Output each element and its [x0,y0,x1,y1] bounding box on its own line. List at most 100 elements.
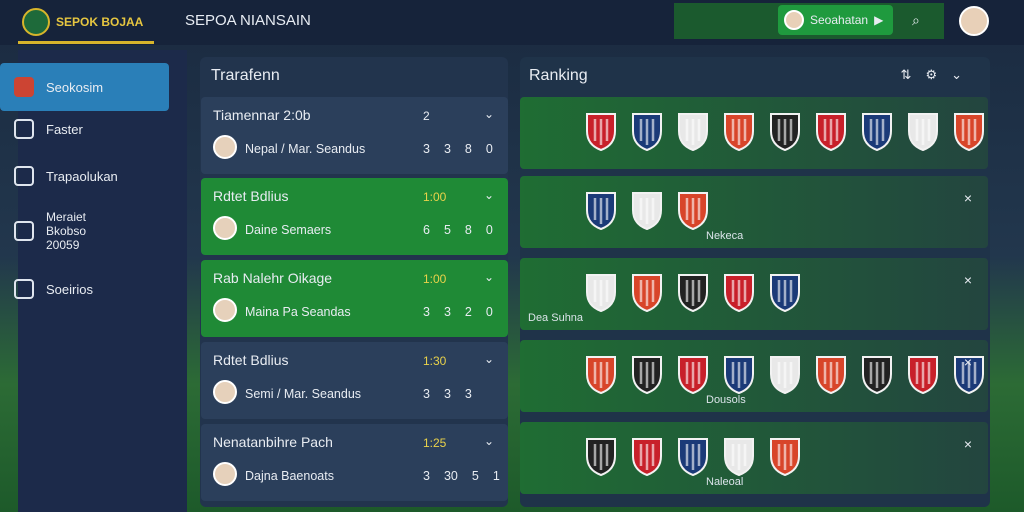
team-crest[interactable] [906,111,940,151]
match-time: 1:30 [423,354,447,368]
team-crest[interactable] [584,354,618,394]
score: 0 [485,223,493,237]
team-crest[interactable] [676,436,710,476]
team-crest[interactable] [952,354,986,394]
team-crest[interactable] [676,190,710,230]
sidebar-icon [14,279,34,299]
match-card[interactable]: Tiamennar 2:0b 2 ⌄ Nepal / Mar. Seandus 3 3 8 0 [201,97,508,174]
team-crest[interactable] [722,272,756,312]
profile-avatar[interactable] [959,6,989,36]
team-crest[interactable] [722,436,756,476]
match-title: Rdtet Bdlius [213,188,289,204]
team-crest[interactable] [768,272,802,312]
team-crest[interactable] [814,111,848,151]
team-crest[interactable] [630,436,664,476]
team-crest[interactable] [676,272,710,312]
expand-icon: ⌄ [483,107,494,121]
team-crest[interactable] [630,354,664,394]
sidebar-icon [14,166,34,186]
match-title: Nenatanbihre Pach [213,434,333,450]
team-crest[interactable] [722,111,756,151]
team-crest[interactable] [768,111,802,151]
button-text: Seoahatan [810,13,869,27]
score: 3 [464,387,472,401]
logo[interactable]: SEPOK BOJAA [18,2,154,44]
player-name: Daine Semaers [245,223,332,237]
player-name: Nepal / Mar. Seandus [245,142,366,156]
player-avatar [213,462,237,486]
team-crest[interactable] [814,354,848,394]
close-icon: × [963,354,972,370]
team-crest[interactable] [860,111,894,151]
sidebar-label: Trapaolukan [46,168,118,184]
sidebar-label: Seokosim [46,79,104,95]
team-crest[interactable] [584,272,618,312]
team-crest[interactable] [676,354,710,394]
team-crest[interactable] [630,111,664,151]
team-crest[interactable] [952,111,986,151]
search-icon[interactable]: ⌕ [912,12,920,28]
match-card[interactable]: Rdtet Bdlius 1:00 ⌄ Daine Semaers 6 5 8 0 [201,178,508,255]
expand-icon: ⌄ [483,434,494,448]
row-label: Nekeca [706,230,744,242]
score: 30 [443,469,458,483]
row-label: Dousols [706,394,746,406]
sidebar-item[interactable]: Trapaolukan [0,160,169,192]
sidebar-label: Soeirios [46,281,93,297]
match-time: 1:25 [423,436,447,450]
match-card[interactable]: Nenatanbihre Pach 1:25 ⌄ Dajna Baenoats 3 30 5… [201,424,508,501]
score: 5 [443,223,451,237]
score: 8 [464,223,472,237]
sidebar-icon [14,119,34,139]
logo-icon [22,7,50,36]
sidebar [18,50,187,512]
team-crest[interactable] [722,354,756,394]
avatar [784,10,804,30]
score: 5 [471,469,479,483]
player-name: Maina Pa Seandas [245,305,351,319]
team-crest[interactable] [768,436,802,476]
team-crest[interactable] [630,190,664,230]
panel-title: Ranking [529,67,588,84]
close-icon: × [963,272,972,288]
panel-controls[interactable]: ⇅⚙⌄ [900,67,976,82]
team-crest[interactable] [584,436,618,476]
ranking-row: × Dousols [520,340,988,412]
team-crest[interactable] [906,354,940,394]
ranking-row: × Naleoal [520,422,988,494]
ranking-row: × Nekeca [520,176,988,248]
team-crest[interactable] [768,354,802,394]
team-crest[interactable] [676,111,710,151]
sidebar-item[interactable]: Meraiet Bkobso 20059 [0,203,169,259]
team-crest[interactable] [860,354,894,394]
score: 8 [464,142,472,156]
match-card[interactable]: Rab Nalehr Oikage 1:00 ⌄ Maina Pa Seandas 3 3… [201,260,508,337]
team-crest[interactable] [584,190,618,230]
header-button[interactable]: Seoahatan ▶ [778,5,893,35]
sidebar-item[interactable]: Seokosim [0,63,169,111]
sidebar-icon [14,77,34,97]
team-crest[interactable] [584,111,618,151]
score: 3 [443,305,451,319]
close-icon: × [963,436,972,452]
match-title: Rdtet Bdlius [213,352,289,368]
score: 3 [443,387,451,401]
sidebar-icon [14,221,34,241]
header-title: SEPOA NIANSAIN [185,12,311,29]
sidebar-item[interactable]: Faster [0,113,169,145]
logo-text: SEPOK BOJAA [56,14,144,29]
expand-icon: ⌄ [483,352,494,366]
match-title: Rab Nalehr Oikage [213,270,333,286]
sidebar-item[interactable]: Soeirios [0,273,169,305]
match-card[interactable]: Rdtet Bdlius 1:30 ⌄ Semi / Mar. Seandus 3 3 3 [201,342,508,419]
player-avatar [213,380,237,404]
score: 3 [423,387,430,401]
team-crest[interactable] [630,272,664,312]
player-name: Dajna Baenoats [245,469,334,483]
player-avatar [213,298,237,322]
